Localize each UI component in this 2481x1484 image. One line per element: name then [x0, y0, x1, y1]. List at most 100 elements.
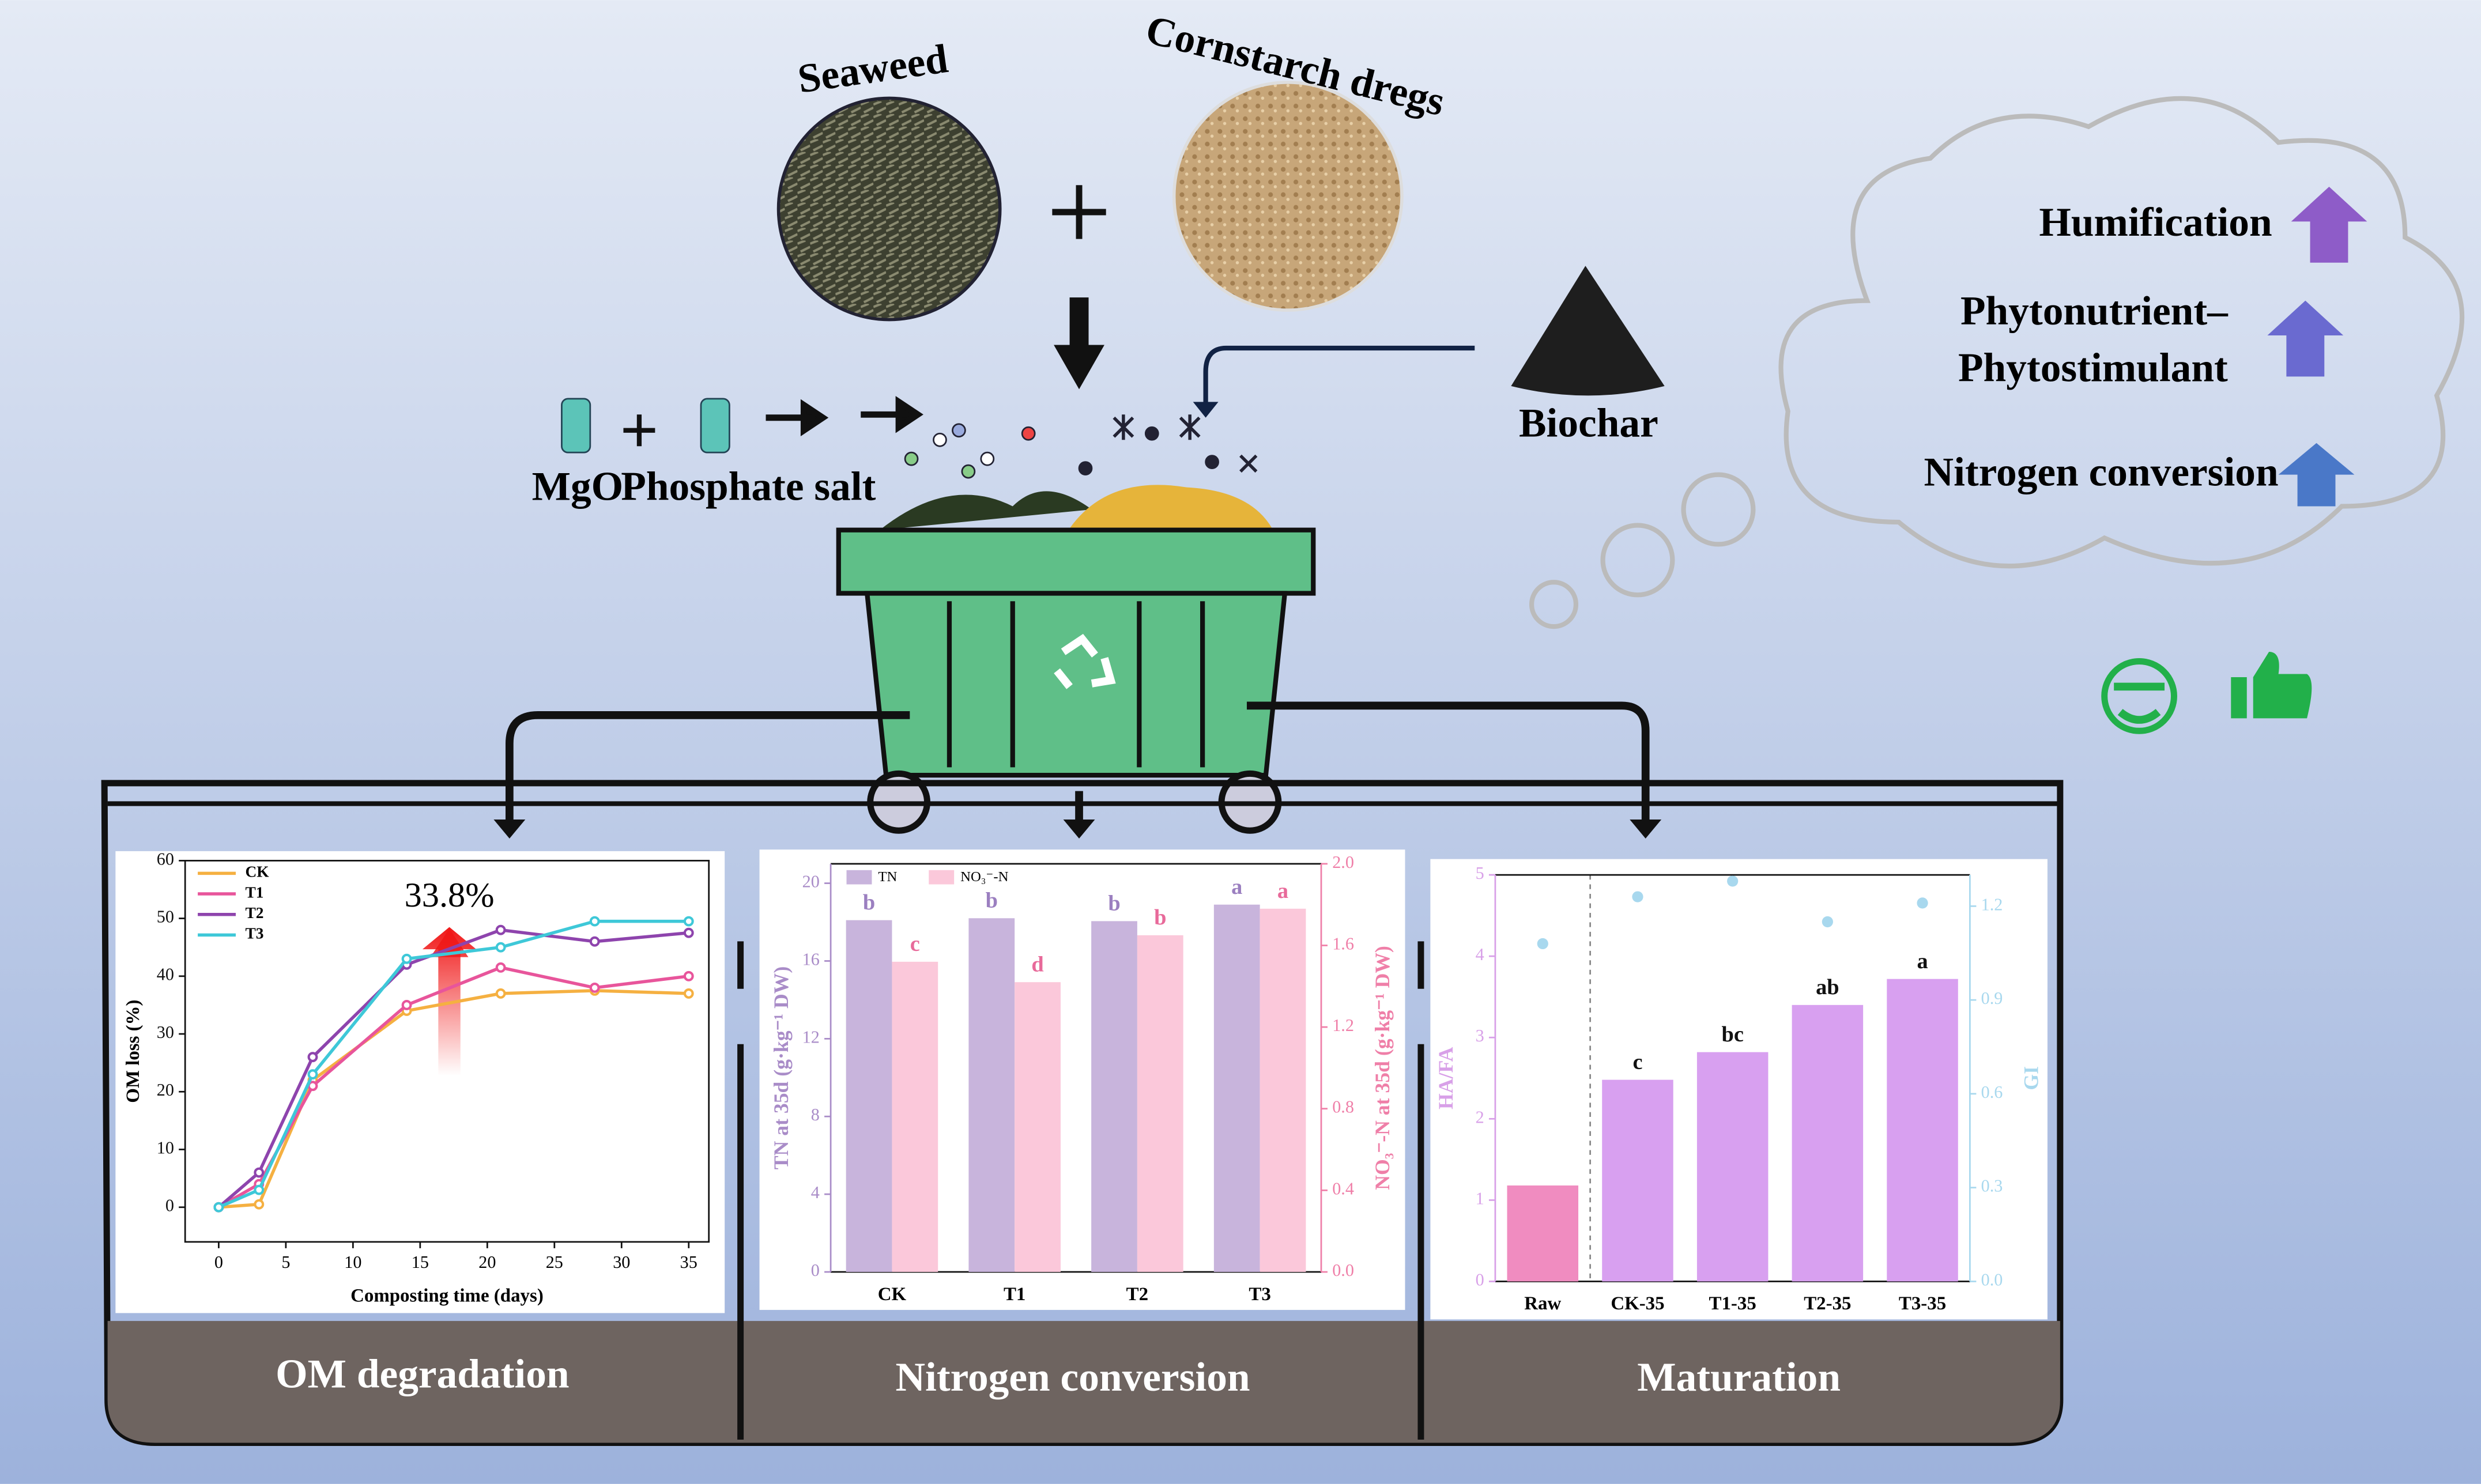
annotation: 33.8%: [405, 876, 495, 915]
legend-label: NO₃⁻-N: [960, 869, 1009, 885]
y-tick-label: 4: [811, 1183, 820, 1202]
significance-letter: a: [1917, 949, 1928, 973]
legend-swatch: [929, 870, 955, 885]
y-tick-label: 12: [802, 1027, 820, 1047]
y-tick-label: 40: [157, 965, 174, 984]
phytostimulant-label: Phytostimulant: [1958, 345, 2228, 391]
x-tick-label: 25: [546, 1252, 563, 1272]
y-tick-label: 20: [157, 1080, 174, 1100]
x-tick-label: Raw: [1524, 1293, 1561, 1314]
thumbs-up: [2231, 652, 2312, 719]
y-tick-label: 60: [157, 849, 174, 869]
point: [495, 924, 506, 935]
bar: [892, 961, 938, 1272]
bin-lid: [836, 527, 1316, 596]
significance-letter: b: [1108, 892, 1120, 916]
significance-letter: c: [1632, 1050, 1642, 1074]
legend-swatch: [846, 870, 872, 885]
panel-title: OM degradation: [276, 1351, 569, 1396]
significance-letter: b: [863, 890, 875, 915]
bar: [1091, 921, 1137, 1272]
y-tick-label: 0.6: [1981, 1082, 2003, 1102]
significance-letter: b: [1154, 905, 1166, 930]
x-tick-label: 20: [478, 1252, 496, 1272]
y-tick-label: 1: [1476, 1188, 1484, 1208]
plus: [623, 414, 655, 447]
point: [683, 971, 694, 981]
significance-letter: a: [1231, 875, 1242, 899]
x-tick-label: 30: [613, 1252, 630, 1272]
cloud-bubble: [1681, 472, 1756, 547]
particles: [904, 414, 1258, 479]
significance-letter: bc: [1721, 1022, 1743, 1047]
connector-arrows: [505, 701, 1650, 823]
x-tick-label: 35: [680, 1252, 697, 1272]
y-tick-label: 0.9: [1981, 988, 2003, 1008]
point: [1727, 875, 1739, 887]
legend-label: T3: [245, 925, 263, 942]
cloud-bubble: [1529, 580, 1579, 629]
x-tick-label: 10: [344, 1252, 361, 1272]
y-tick-label: 0: [1476, 1270, 1484, 1289]
significance-letter: b: [986, 889, 998, 913]
legend-label: CK: [245, 863, 269, 881]
bar: [1507, 1185, 1579, 1282]
phosphate-label: Phosphate salt: [621, 463, 876, 509]
x-tick-label: 5: [281, 1252, 290, 1272]
bar: [1137, 935, 1183, 1272]
bar: [1260, 908, 1306, 1272]
point: [495, 962, 506, 973]
cloud: [1778, 96, 2465, 569]
point: [495, 988, 506, 999]
point: [683, 927, 694, 938]
arrow-heads: [493, 820, 1662, 839]
significance-letter: a: [1277, 879, 1288, 903]
y-axis-title: HA/FA: [1434, 1047, 1457, 1109]
up-arrow: [2278, 443, 2355, 507]
bar: [846, 920, 892, 1272]
plot-frame: [184, 859, 710, 1243]
title-band: [107, 1321, 2060, 1443]
panel-title: Nitrogen conversion: [895, 1354, 1250, 1400]
point: [589, 936, 600, 947]
biochar-arrow: [1203, 345, 1475, 405]
seaweed-image: [776, 96, 1002, 322]
y-tick-label: 0: [165, 1196, 174, 1215]
point: [589, 916, 600, 927]
phytonutrient-label: Phytonutrient–: [1960, 288, 2229, 334]
point: [213, 1202, 224, 1213]
point: [495, 942, 506, 953]
phosphate-bottle: [700, 398, 730, 454]
chart-panel: [115, 851, 725, 1313]
mgo-label: MgO: [532, 463, 624, 509]
x-tick-label: T1-35: [1709, 1293, 1756, 1314]
point: [401, 953, 412, 964]
smiley: [2101, 658, 2177, 734]
significance-letter: ab: [1816, 975, 1839, 999]
panel-title: Maturation: [1637, 1354, 1841, 1400]
y-axis-title: OM loss (%): [123, 1000, 144, 1103]
x-tick-label: T2-35: [1804, 1293, 1851, 1314]
point: [307, 1069, 318, 1080]
humification-label: Humification: [2039, 199, 2272, 245]
y-tick-label: 10: [157, 1138, 174, 1157]
bar: [1792, 1005, 1864, 1282]
cloud-bubble: [1600, 523, 1675, 598]
point: [401, 1000, 412, 1010]
x-tick-label: T2: [1126, 1284, 1148, 1305]
x-tick-label: 0: [214, 1252, 223, 1272]
y-tick-label: 0.8: [1332, 1097, 1354, 1117]
bin-ribs: [947, 601, 1205, 768]
y-tick-label: 8: [811, 1105, 820, 1124]
point: [1917, 897, 1928, 909]
arrow-head: [1193, 402, 1219, 418]
y-tick-label: 0.4: [1332, 1179, 1354, 1198]
smiley-face: [2114, 682, 2165, 724]
biochar-label: Biochar: [1519, 401, 1658, 446]
bar: [1015, 982, 1061, 1272]
bin-corn: [1069, 485, 1272, 528]
legend-label: TN: [878, 869, 897, 885]
down-arrow: [1054, 297, 1104, 390]
arrows: [766, 396, 923, 437]
